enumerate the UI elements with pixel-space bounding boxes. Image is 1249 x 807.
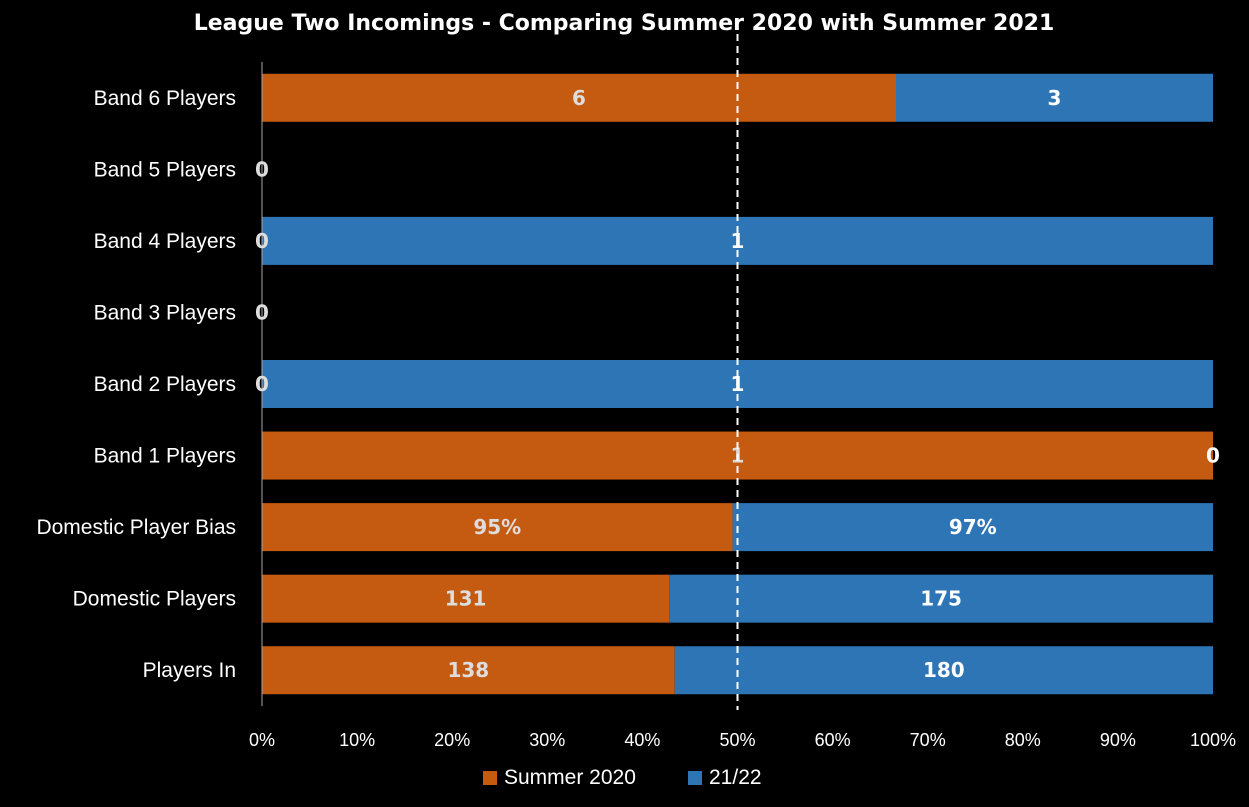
category-label: Band 3 Players	[94, 301, 236, 324]
bar-21-22	[732, 503, 1213, 552]
category-label: Band 4 Players	[94, 230, 236, 253]
legend-swatch	[688, 771, 702, 785]
data-label-21-22: 175	[920, 587, 962, 611]
x-tick-label: 100%	[1190, 730, 1236, 750]
bar-21-22	[674, 646, 1213, 695]
x-tick-label: 10%	[339, 730, 375, 750]
legend-label: Summer 2020	[504, 766, 636, 789]
x-axis-ticks: 0% 10% 20% 30% 40% 50% 60% 70% 80% 90% 100%	[249, 730, 1236, 750]
data-label-21-22: 97%	[949, 515, 997, 539]
bar-summer-2020	[262, 646, 675, 695]
category-label: Domestic Player Bias	[36, 516, 236, 539]
data-label-summer-2020: 0	[255, 300, 269, 324]
bar-summer-2020	[262, 503, 733, 552]
data-label-summer-2020: 0	[255, 157, 269, 181]
x-tick-label: 20%	[434, 730, 470, 750]
data-label-summer-2020: 6	[572, 86, 586, 110]
category-label: Band 5 Players	[94, 158, 236, 181]
data-label-summer-2020: 131	[445, 587, 487, 611]
bar-summer-2020	[262, 574, 670, 623]
x-tick-label: 90%	[1100, 730, 1136, 750]
bar-summer-2020	[262, 73, 896, 122]
data-label-summer-2020: 138	[447, 658, 489, 682]
x-tick-label: 50%	[719, 730, 755, 750]
x-tick-label: 60%	[815, 730, 851, 750]
x-tick-label: 70%	[910, 730, 946, 750]
category-labels: Band 6 Players Band 5 Players Band 4 Playe…	[36, 87, 236, 682]
category-label: Domestic Players	[73, 588, 236, 611]
x-tick-label: 40%	[624, 730, 660, 750]
category-label: Band 6 Players	[94, 87, 236, 110]
data-label-summer-2020: 0	[255, 372, 269, 396]
data-label-21-22: 3	[1048, 86, 1062, 110]
chart-title: League Two Incomings - Comparing Summer …	[194, 11, 1055, 36]
data-label-summer-2020: 0	[255, 229, 269, 253]
legend-label: 21/22	[709, 766, 762, 789]
data-label-21-22: 180	[923, 658, 965, 682]
data-label-summer-2020: 95%	[473, 515, 521, 539]
data-label-21-22: 0	[1206, 444, 1220, 468]
bar-21-22	[669, 574, 1213, 623]
category-label: Band 2 Players	[94, 373, 236, 396]
legend-swatch	[483, 771, 497, 785]
category-label: Players In	[143, 659, 236, 682]
category-label: Band 1 Players	[94, 445, 236, 468]
x-tick-label: 30%	[529, 730, 565, 750]
x-tick-label: 0%	[249, 730, 275, 750]
x-tick-label: 80%	[1005, 730, 1041, 750]
legend: Summer 2020 21/22	[483, 766, 762, 789]
bar-21-22	[896, 73, 1213, 122]
